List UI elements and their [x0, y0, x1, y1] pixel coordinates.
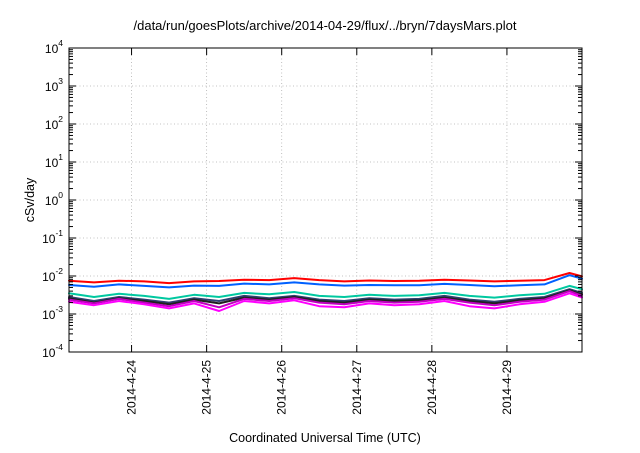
series-line [68, 272, 583, 285]
y-tick-label: 100 [45, 190, 63, 208]
chart-title: /data/run/goesPlots/archive/2014-04-29/f… [134, 18, 517, 33]
series-line [68, 284, 583, 300]
y-axis-label: cSv/day [23, 177, 37, 222]
y-tick-label: 101 [45, 152, 63, 170]
y-tick-label: 10-2 [42, 266, 63, 284]
x-tick-label: 2014-4-29 [500, 360, 514, 415]
y-tick-exponent: -2 [55, 266, 63, 276]
y-tick-exponent: 0 [58, 190, 63, 200]
y-tick-base: 10 [42, 270, 56, 284]
series-line [68, 288, 583, 304]
y-tick-base: 10 [45, 118, 59, 132]
x-axis-label: Coordinated Universal Time (UTC) [229, 431, 421, 445]
y-tick-label: 104 [45, 38, 63, 56]
y-tick-exponent: 4 [58, 38, 63, 48]
y-tick-exponent: -4 [55, 342, 63, 352]
y-tick-base: 10 [45, 80, 59, 94]
series-layer [68, 272, 583, 312]
y-tick-label: 10-4 [42, 342, 63, 360]
series-line [68, 290, 583, 309]
y-tick-base: 10 [42, 232, 56, 246]
x-tick-label: 2014-4-24 [125, 360, 139, 415]
y-tick-exponent: 3 [58, 76, 63, 86]
series-line [68, 292, 583, 312]
y-tick-label: 103 [45, 76, 63, 94]
grid-layer [69, 48, 582, 352]
y-tick-label: 10-1 [42, 228, 63, 246]
x-tick-label: 2014-4-25 [200, 360, 214, 415]
x-tick-label: 2014-4-28 [425, 360, 439, 415]
series-line [68, 274, 583, 289]
y-tick-exponent: 1 [58, 152, 63, 162]
y-tick-exponent: -3 [55, 304, 63, 314]
y-tick-base: 10 [42, 308, 56, 322]
x-tick-label: 2014-4-26 [275, 360, 289, 415]
y-tick-base: 10 [45, 42, 59, 56]
y-tick-label: 102 [45, 114, 63, 132]
x-tick-label: 2014-4-27 [350, 360, 364, 415]
y-tick-label: 10-3 [42, 304, 63, 322]
y-tick-base: 10 [42, 346, 56, 360]
tick-layer: 10-410-310-210-11001011021031042014-4-24… [42, 38, 582, 415]
y-tick-exponent: -1 [55, 228, 63, 238]
y-tick-base: 10 [45, 194, 59, 208]
y-tick-exponent: 2 [58, 114, 63, 124]
y-tick-base: 10 [45, 156, 59, 170]
series-line [68, 289, 583, 306]
